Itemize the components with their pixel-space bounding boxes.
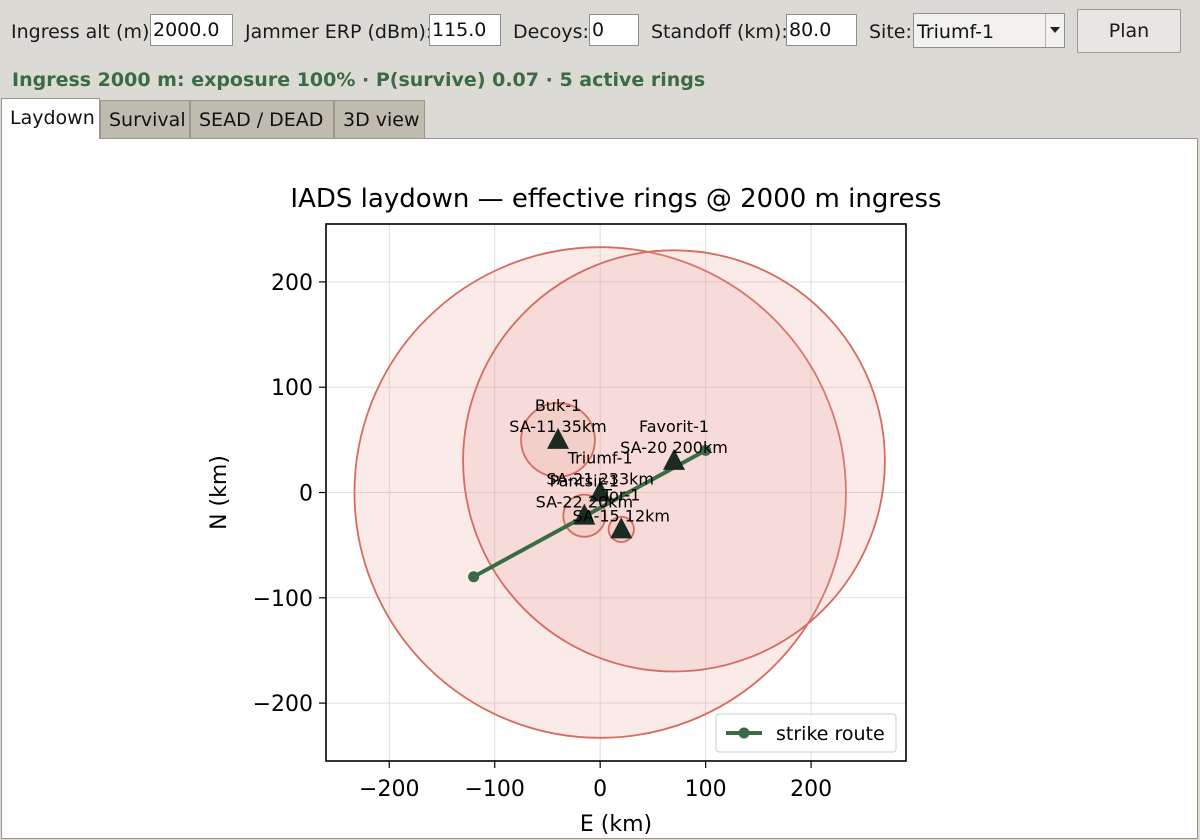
jammer-erp-input[interactable] xyxy=(429,14,501,46)
x-axis-label: E (km) xyxy=(580,812,652,837)
legend-box xyxy=(715,713,897,753)
site-label-tor-1: Tor-1 SA-15 12km xyxy=(573,485,670,525)
tab-sead-dead[interactable]: SEAD / DEAD xyxy=(190,100,334,138)
x-tick-label: 200 xyxy=(790,777,832,802)
site-select[interactable]: Triumf-1 xyxy=(913,13,1065,48)
x-tick-label: 100 xyxy=(685,777,727,802)
site-marker-tor-1[interactable] xyxy=(610,517,633,539)
y-tick-label: −100 xyxy=(253,587,313,612)
site-label-triumf-1: Triumf-1 SA-21 233km xyxy=(546,449,654,489)
toolbar: Ingress alt (m): Jammer ERP (dBm): Decoy… xyxy=(0,0,1200,62)
site-marker-pantsir-1[interactable] xyxy=(573,503,596,525)
site-select-value: Triumf-1 xyxy=(917,21,995,43)
site-label-favorit-1: Favorit-1 SA-20 200km xyxy=(620,417,728,457)
strike-route-waypoint xyxy=(468,571,480,583)
site-marker-triumf-1[interactable] xyxy=(589,480,612,502)
y-axis-label: N (km) xyxy=(207,455,232,530)
y-tick-label: 100 xyxy=(271,376,313,401)
legend-route-marker xyxy=(738,727,750,739)
jammer-erp-label: Jammer ERP (dBm): xyxy=(245,21,433,43)
y-tick-label: 200 xyxy=(271,271,313,296)
y-tick-label: 0 xyxy=(299,482,313,507)
site-label-buk-1: Buk-1 SA-11 35km xyxy=(509,396,606,436)
chevron-down-icon[interactable] xyxy=(1045,14,1064,47)
standoff-label: Standoff (km): xyxy=(651,21,788,43)
site-marker-favorit-1[interactable] xyxy=(663,448,685,470)
strike-route-line xyxy=(472,448,707,579)
x-tick-label: −100 xyxy=(465,777,525,802)
plan-button[interactable]: Plan xyxy=(1077,9,1181,53)
y-tick-label: −200 xyxy=(253,692,313,717)
tab-survival[interactable]: Survival xyxy=(100,100,190,138)
ingress-alt-input[interactable] xyxy=(150,14,233,46)
ingress-alt-label: Ingress alt (m): xyxy=(11,21,156,43)
chart-title: IADS laydown — effective rings @ 2000 m … xyxy=(290,184,941,214)
site-marker-buk-1[interactable] xyxy=(547,427,569,449)
site-label: Site: xyxy=(869,21,912,43)
standoff-input[interactable] xyxy=(786,14,857,46)
site-label-pantsir-1: Pantsir-1 SA-22 20km xyxy=(536,472,633,512)
laydown-panel: Triumf-1 SA-21 233km Favorit-1 SA-20 200km B… xyxy=(1,138,1198,839)
status-line: Ingress 2000 m: exposure 100% · P(surviv… xyxy=(12,69,706,91)
legend-route-label: strike route xyxy=(776,723,885,745)
x-tick-label: 0 xyxy=(593,777,607,802)
decoys-input[interactable] xyxy=(589,14,639,46)
tab-laydown[interactable]: Laydown xyxy=(1,98,100,139)
strike-route-waypoint xyxy=(700,444,712,456)
decoys-label: Decoys: xyxy=(513,21,589,43)
legend: strike route xyxy=(715,713,897,753)
tab-3d-view[interactable]: 3D view xyxy=(334,100,425,138)
x-tick-label: −200 xyxy=(359,777,419,802)
